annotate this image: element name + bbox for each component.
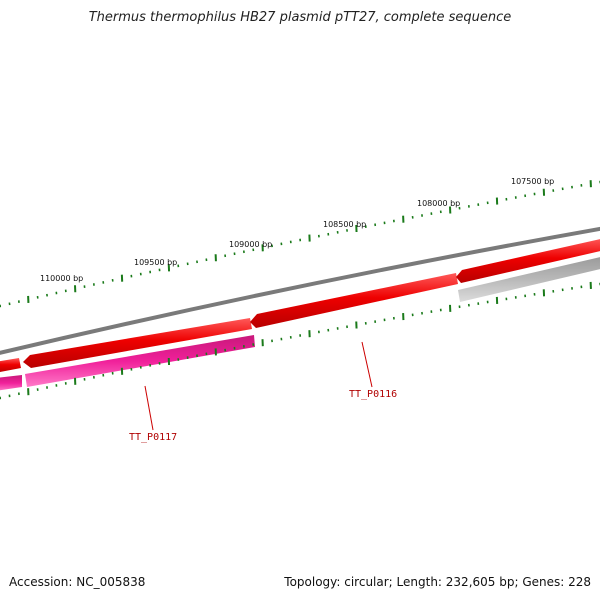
forward-strand-genes <box>0 238 600 373</box>
outer-tick-ring <box>0 180 600 308</box>
scale-label-109000: 109000 bp <box>229 240 272 249</box>
accession-text: Accession: NC_005838 <box>9 575 146 589</box>
scale-label-110000: 110000 bp <box>40 274 83 283</box>
scale-label-108000: 108000 bp <box>417 199 460 208</box>
scale-label-107500: 107500 bp <box>511 177 554 186</box>
leader-line-tt-p0117 <box>144 385 154 431</box>
reverse-strand-genes <box>0 335 255 391</box>
gene-forward-right[interactable] <box>456 238 600 283</box>
gene-forward-left-fragment[interactable] <box>0 358 21 373</box>
gene-forward-tt-p0116[interactable] <box>250 273 458 328</box>
leader-line-tt-p0116 <box>361 341 373 388</box>
gene-label-tt-p0117[interactable]: TT_P0117 <box>129 432 177 443</box>
map-title: Thermus thermophilus HB27 plasmid pTT27,… <box>88 10 512 25</box>
gene-reverse-left-fragment[interactable] <box>0 375 22 391</box>
gene-label-tt-p0116[interactable]: TT_P0116 <box>349 389 397 400</box>
scale-label-108500: 108500 bp <box>323 220 366 229</box>
scale-labels: 110000 bp 109500 bp 109000 bp 108500 bp … <box>40 177 554 283</box>
topology-summary: Topology: circular; Length: 232,605 bp; … <box>284 575 591 589</box>
scale-label-109500: 109500 bp <box>134 258 177 267</box>
gray-feature[interactable] <box>458 256 600 302</box>
inner-tick-ring <box>0 281 600 400</box>
plasmid-backbone <box>0 226 600 355</box>
gene-reverse-tt-p0117[interactable] <box>25 335 255 387</box>
gene-forward-tt-p0117[interactable] <box>23 318 252 368</box>
